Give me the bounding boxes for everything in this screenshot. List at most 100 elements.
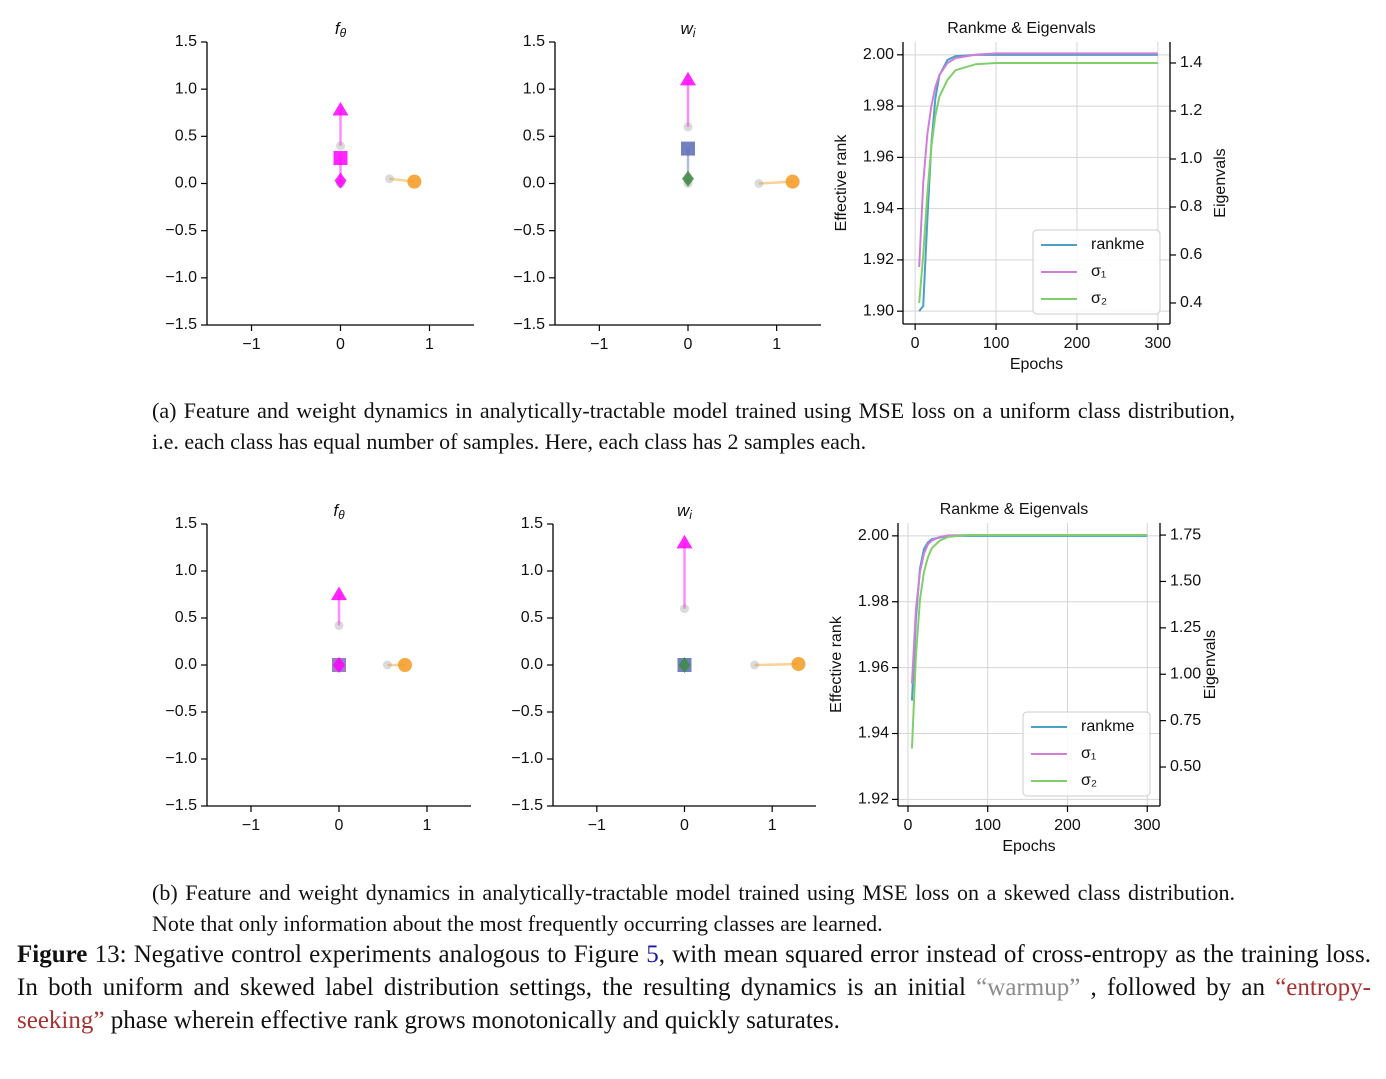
y2-tick-label: 1.2: [1180, 102, 1202, 119]
y-tick-label: 0.5: [175, 609, 197, 626]
y2-axis-label: Eigenvals: [1212, 148, 1229, 217]
y-tick-label: 0.0: [175, 175, 197, 192]
square-marker: [681, 141, 695, 156]
start-point: [750, 660, 760, 670]
panel-title: fθ: [333, 501, 345, 522]
y-tick-label: −0.5: [165, 222, 197, 239]
series-line: [918, 52, 1158, 268]
y-tick-label: −1.0: [165, 750, 197, 767]
title-sub: θ: [340, 26, 347, 40]
y-tick-label: 1.5: [175, 515, 197, 532]
start-point: [336, 141, 345, 151]
y-tick-label: −0.5: [513, 222, 545, 239]
panel-title: wi: [681, 19, 696, 40]
figure-ref[interactable]: 5: [646, 941, 659, 968]
y-tick-label: −1.0: [165, 269, 197, 286]
y-tick-label: 1.98: [863, 97, 894, 114]
diamond-marker: [333, 657, 345, 673]
y-tick-label: 1.94: [858, 725, 889, 742]
y-tick-label: −1.0: [511, 750, 543, 767]
y-tick-label: −1.5: [165, 316, 197, 333]
square-marker: [333, 151, 348, 166]
triangle-marker: [676, 534, 693, 549]
x-tick-label: 1: [423, 817, 432, 834]
circle-marker: [791, 657, 806, 672]
y-tick-label: −1.5: [511, 797, 543, 814]
y-tick-label: 0.0: [523, 175, 545, 192]
panel-title: wi: [677, 501, 692, 522]
series-line: [910, 534, 1148, 684]
y2-tick-label: 0.8: [1180, 198, 1202, 215]
start-point: [382, 660, 392, 670]
y-tick-label: 1.0: [175, 80, 197, 97]
title-sub: θ: [338, 508, 345, 522]
y2-tick-label: 0.6: [1180, 246, 1202, 263]
start-point: [754, 179, 764, 188]
diamond-marker: [678, 657, 691, 673]
legend-box: [1032, 229, 1161, 315]
y2-tick-label: 1.75: [1170, 526, 1201, 543]
y-tick-label: 0.0: [175, 656, 197, 673]
y2-tick-label: 1.4: [1180, 54, 1202, 71]
start-point: [680, 604, 689, 614]
legend-box: [1022, 711, 1151, 797]
warmup-term: “warmup”: [976, 974, 1081, 1001]
start-point: [334, 621, 344, 631]
x-tick-label: 300: [1134, 817, 1161, 834]
caption-text: 13: Negative control experiments analogo…: [87, 941, 647, 968]
legend-label: σ₁: [1091, 263, 1106, 280]
y-tick-label: 1.96: [863, 149, 894, 166]
y2-tick-label: 1.50: [1170, 573, 1201, 590]
x-axis-label: Epochs: [1002, 838, 1055, 855]
y2-tick-label: 0.75: [1170, 712, 1201, 729]
circle-marker: [398, 658, 412, 672]
x-tick-label: 0: [335, 817, 344, 834]
title-sub: i: [689, 508, 692, 522]
x-tick-label: 300: [1145, 335, 1172, 352]
y-tick-label: 0.5: [175, 128, 197, 145]
chart-title: Rankme & Eigenvals: [947, 20, 1096, 37]
x-tick-label: −1: [590, 336, 608, 353]
x-tick-label: −1: [242, 817, 260, 834]
y-tick-label: 0.0: [521, 656, 543, 673]
panel-title: fθ: [335, 19, 347, 40]
y-tick-label: −1.5: [165, 797, 197, 814]
x-axis-label: Epochs: [1010, 356, 1063, 373]
entropy-term: “entropy-seeking”: [17, 974, 1371, 1034]
y-tick-label: 1.92: [863, 251, 894, 268]
caption-text: , with mean squared error instead of cro…: [17, 941, 1371, 1001]
x-tick-label: 0: [684, 336, 693, 353]
y-tick-label: 1.94: [863, 200, 894, 217]
subcaption: (b) Feature and weight dynamics in analy…: [152, 880, 1235, 936]
title-base: w: [681, 19, 695, 38]
y2-tick-label: 0.50: [1170, 758, 1201, 775]
y-axis-label: Effective rank: [828, 615, 845, 713]
start-point: [384, 174, 394, 184]
x-tick-label: 1: [768, 817, 777, 834]
x-tick-label: −1: [588, 817, 606, 834]
y-tick-label: 1.5: [523, 33, 545, 50]
y-tick-label: −0.5: [165, 703, 197, 720]
y-tick-label: 1.98: [858, 593, 889, 610]
y-axis-label: Effective rank: [833, 134, 850, 232]
y-tick-label: 1.0: [523, 80, 545, 97]
legend-label: σ₂: [1081, 772, 1097, 789]
y-tick-label: 1.5: [175, 33, 197, 50]
caption-label: Figure: [17, 941, 88, 968]
y-tick-label: 1.0: [521, 562, 543, 579]
y-tick-label: 1.96: [858, 659, 889, 676]
y2-tick-label: 1.0: [1180, 150, 1202, 167]
x-tick-label: 0: [680, 817, 689, 834]
x-tick-label: 100: [974, 817, 1001, 834]
y2-tick-label: 1.00: [1170, 665, 1201, 682]
figure-caption: Figure 13: Negative control experiments …: [17, 938, 1371, 1037]
circle-marker: [407, 174, 422, 189]
title-sub: i: [693, 26, 696, 40]
caption-text: phase wherein effective rank grows monot…: [104, 1007, 840, 1034]
x-tick-label: 0: [904, 817, 913, 834]
trajectory: [754, 662, 799, 667]
diamond-marker: [334, 172, 347, 189]
series-line: [910, 534, 1148, 701]
